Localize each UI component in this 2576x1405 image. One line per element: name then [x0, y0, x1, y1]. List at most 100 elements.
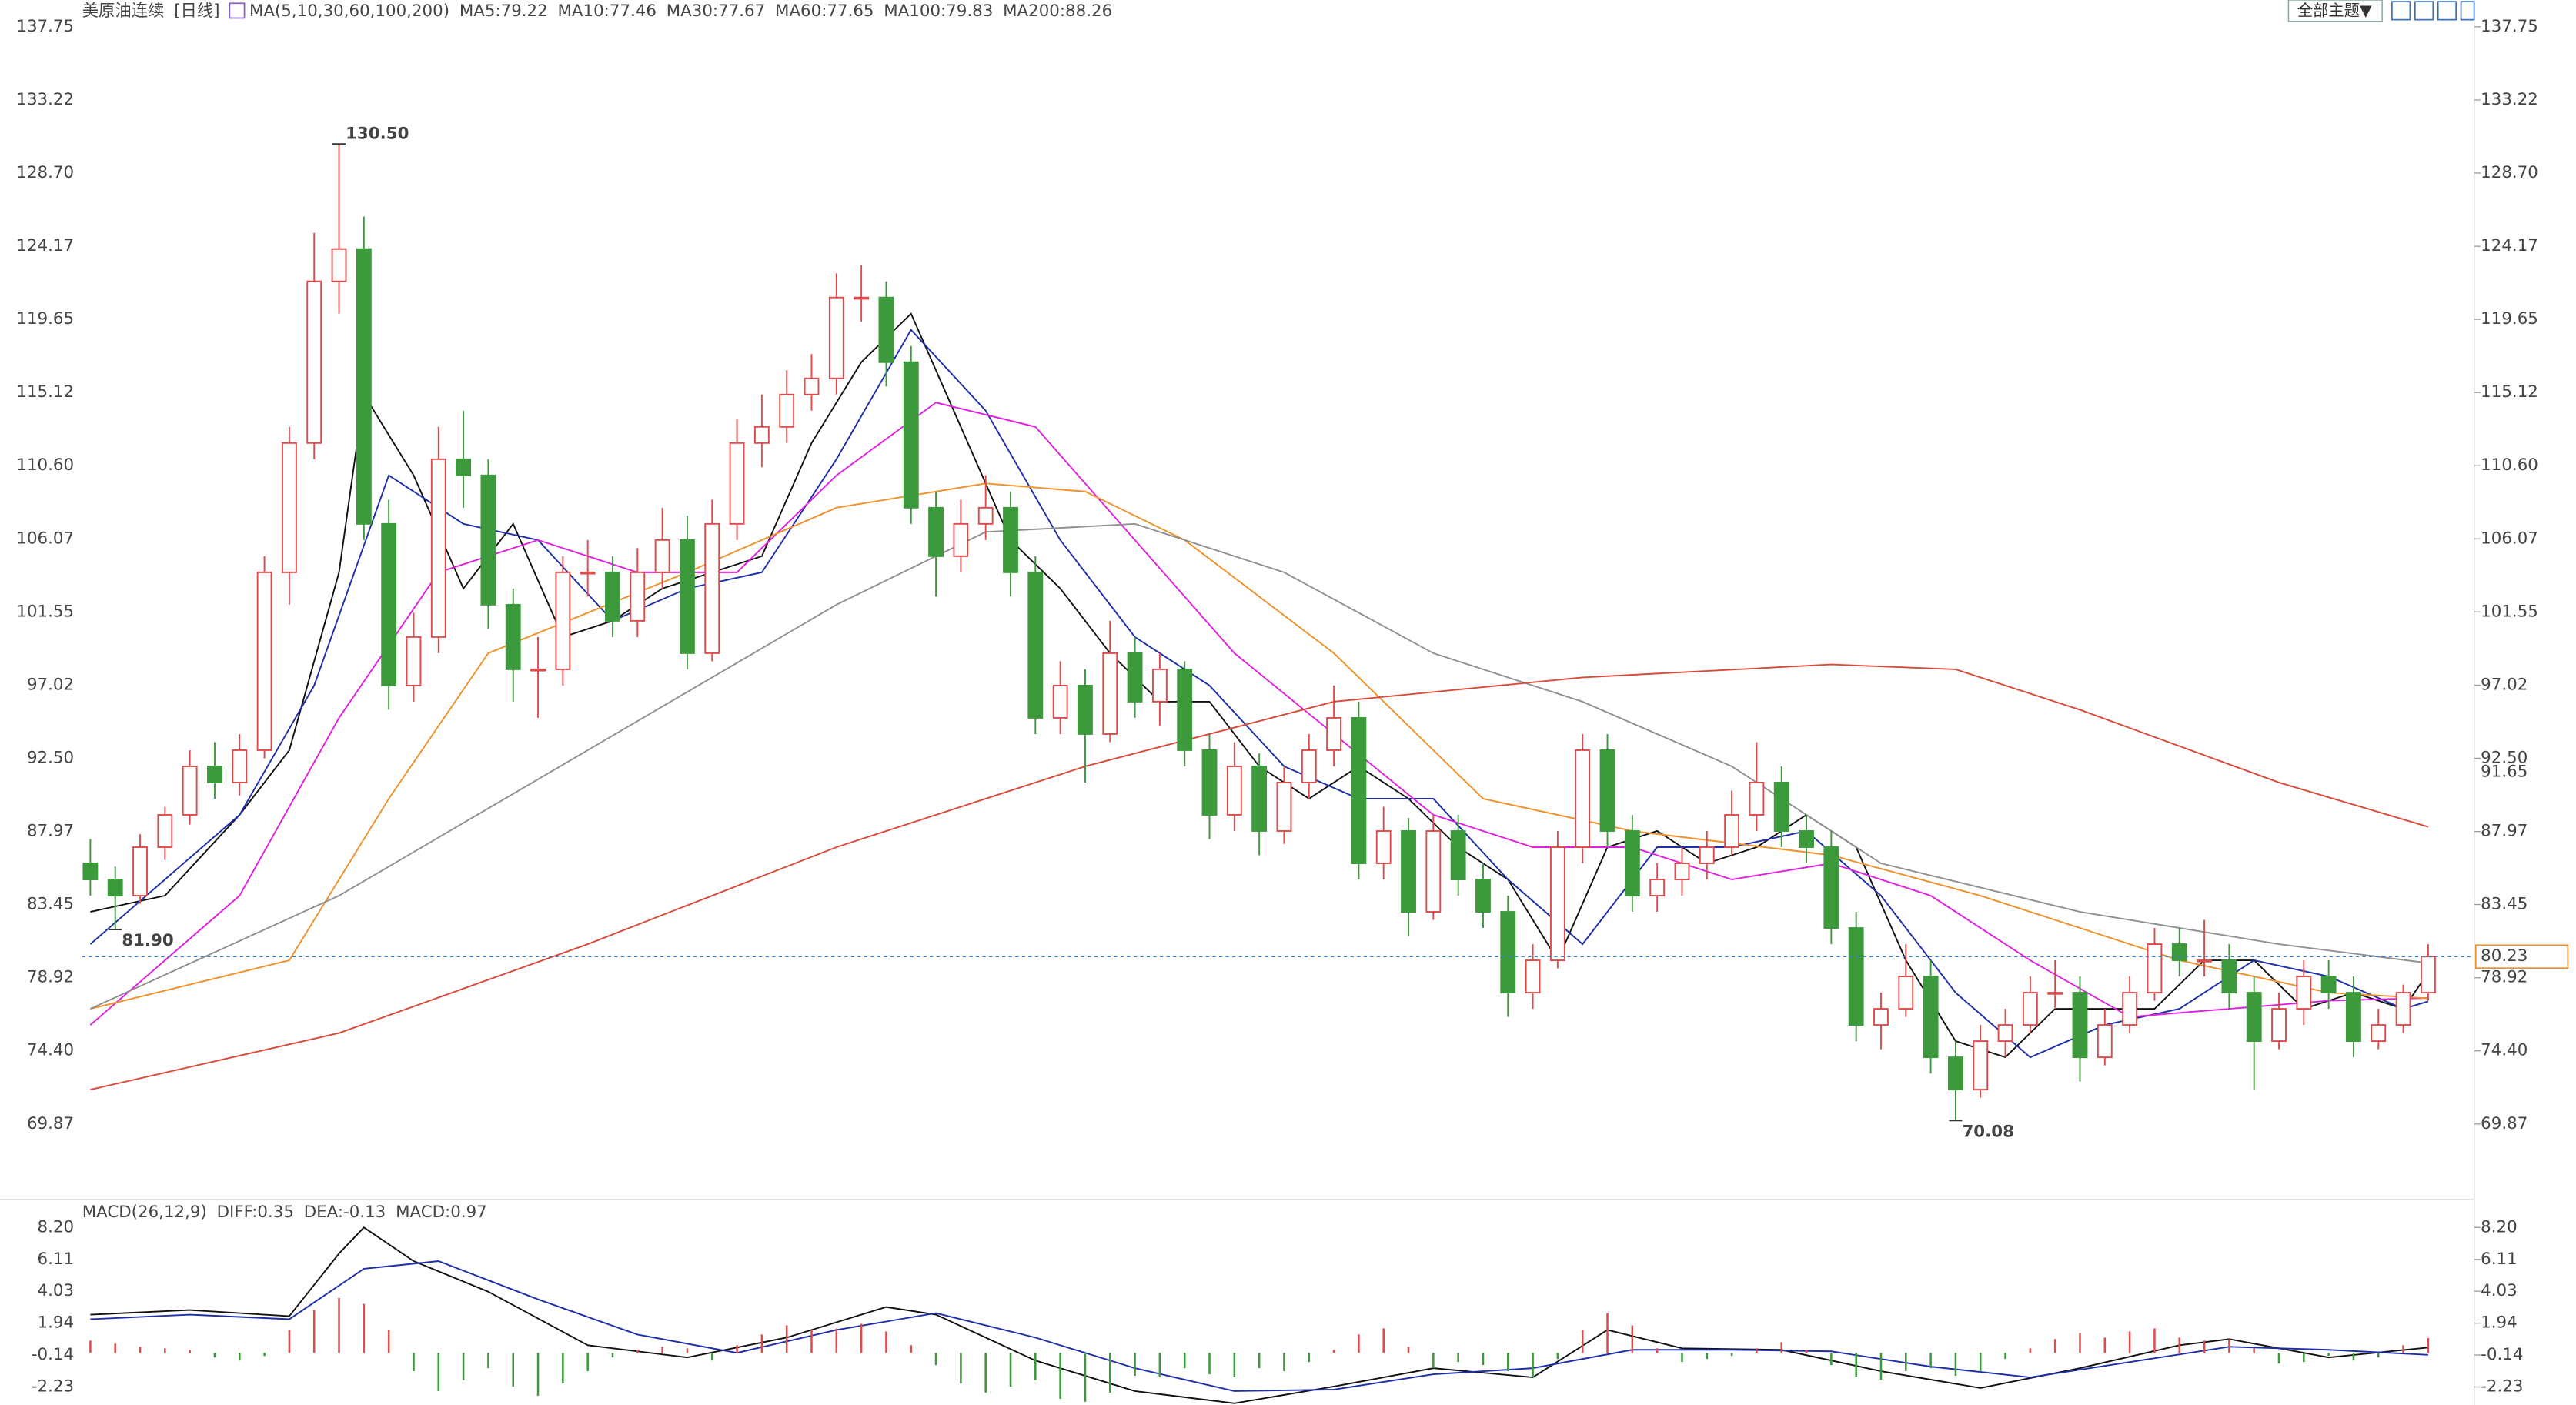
theme-button-label[interactable]: 全部主题▼: [2297, 1, 2372, 19]
price-marker: 91.65: [2481, 762, 2528, 781]
icon-button[interactable]: [2437, 1, 2457, 21]
price-plot: [82, 144, 2474, 1121]
annotation-label: 70.08: [1962, 1122, 2013, 1141]
y-tick-label-right: 6.11: [2481, 1250, 2518, 1269]
candle-body: [1997, 1024, 2013, 1043]
legend-entry: MA30:77.67: [667, 2, 765, 21]
legend-entry: MA10:77.46: [558, 2, 657, 21]
candle-body: [1923, 976, 1939, 1059]
macd-line: [90, 1226, 2428, 1404]
y-tick-label-right: 78.92: [2481, 968, 2528, 987]
y-tick-label-right: 119.65: [2481, 309, 2538, 329]
candle-body: [430, 458, 446, 638]
candle-body: [779, 393, 795, 428]
current-price-label: 80.23: [2481, 946, 2528, 966]
candle-body: [680, 539, 695, 654]
candle-body: [1749, 782, 1765, 816]
candle-body: [107, 879, 123, 896]
y-tick-label-right: 137.75: [2481, 17, 2538, 36]
y-tick-label: 83.45: [27, 895, 74, 914]
legend-entry: DIFF:0.35: [217, 1203, 294, 1222]
legend-entry: MA100:79.83: [884, 2, 993, 21]
candle-body: [928, 506, 944, 557]
candle-body: [2047, 992, 2063, 995]
candle-body: [1201, 749, 1218, 816]
y-tick-label-right: 110.60: [2481, 456, 2538, 475]
y-tick-label: 128.70: [16, 163, 74, 182]
y-tick-label-right: 101.55: [2481, 602, 2538, 621]
candle-body: [381, 522, 397, 686]
candle-body: [1624, 830, 1640, 896]
candle-body: [2097, 1024, 2113, 1059]
candle-body: [1351, 716, 1367, 864]
candle-body: [630, 571, 646, 622]
candle-body: [1475, 879, 1491, 913]
y-tick-label-right: -2.23: [2481, 1377, 2523, 1397]
y-tick-label: 124.17: [16, 236, 74, 255]
y-tick-label-right: 74.40: [2481, 1041, 2528, 1060]
candle-body: [2271, 1008, 2287, 1043]
candle-body: [132, 846, 148, 896]
period-label: [日线]: [174, 2, 219, 21]
candle-body: [1848, 927, 1864, 1026]
candle-body: [1276, 782, 1292, 832]
candle-body: [2246, 992, 2262, 1043]
candle-body: [580, 571, 596, 575]
candle-body: [331, 248, 347, 282]
candle-body: [1973, 1040, 1989, 1091]
icon-button[interactable]: [2414, 1, 2434, 21]
candle-body: [1674, 863, 1690, 880]
candle-body: [878, 296, 894, 363]
y-tick-label-right: 115.12: [2481, 382, 2538, 402]
candle-body: [1773, 782, 1789, 832]
candle-body: [2147, 943, 2163, 994]
candle-body: [1599, 749, 1615, 832]
icon-button[interactable]: [2460, 1, 2475, 21]
candle-body: [2320, 976, 2337, 994]
candle-body: [480, 474, 496, 606]
candle-body: [2371, 1024, 2387, 1043]
candle-body: [2395, 992, 2411, 1026]
candle-body: [1799, 830, 1814, 848]
candle-body: [1898, 976, 1914, 1010]
candle-body: [828, 296, 844, 379]
candle-body: [1575, 749, 1591, 848]
candle-body: [1401, 830, 1416, 913]
instrument-name: 美原油连续: [82, 2, 165, 21]
candle-body: [605, 571, 620, 622]
candle-body: [1724, 814, 1740, 848]
candle-body: [505, 603, 521, 670]
candle-body: [1500, 911, 1516, 994]
theme-button[interactable]: [2287, 0, 2383, 22]
y-tick-label: 8.20: [38, 1217, 75, 1236]
y-tick-label: 133.22: [16, 90, 74, 109]
icon-button[interactable]: [2391, 1, 2411, 21]
candle-body: [654, 539, 670, 573]
y-tick-label: -0.14: [32, 1345, 74, 1364]
candle-body: [256, 571, 272, 751]
candle-body: [1102, 652, 1118, 735]
candle-body: [1549, 846, 1565, 962]
ma-line: [90, 663, 2429, 1091]
annotation-label: 81.90: [122, 931, 173, 950]
legend-entry: MA60:77.65: [775, 2, 874, 21]
candle-body: [182, 765, 198, 816]
y-tick-label: 1.94: [38, 1313, 75, 1333]
candle-body: [281, 442, 297, 573]
candle-body: [753, 426, 770, 444]
candle-body: [1027, 571, 1044, 719]
candle-body: [2197, 959, 2212, 963]
y-tick-label: 4.03: [38, 1281, 75, 1300]
annotation-label: 130.50: [346, 124, 409, 143]
legend-entry: MA5:79.22: [459, 2, 548, 21]
candle-body: [1078, 684, 1093, 735]
candle-body: [2072, 992, 2088, 1059]
candle-body: [854, 296, 870, 300]
candle-body: [704, 522, 720, 654]
legend-entry: MA200:88.26: [1003, 2, 1112, 21]
candle-body: [1177, 668, 1193, 751]
candle-body: [2420, 956, 2436, 994]
y-tick-label-right: 4.03: [2481, 1281, 2518, 1300]
candle-body: [2171, 943, 2187, 962]
